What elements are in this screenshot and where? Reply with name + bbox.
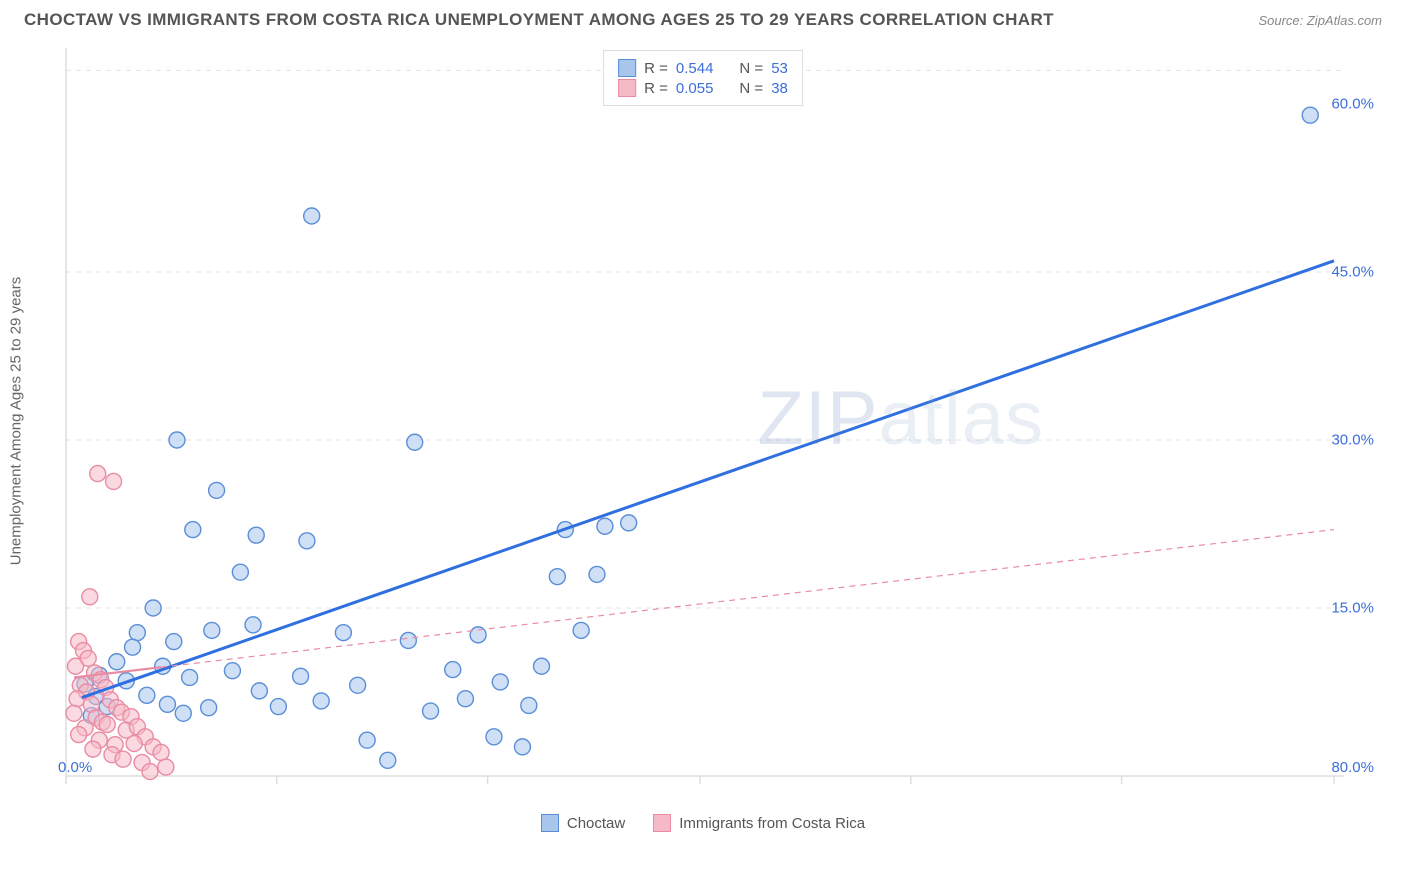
- source-attribution: Source: ZipAtlas.com: [1258, 13, 1382, 28]
- r-label: R =: [644, 80, 668, 97]
- r-value: 0.544: [676, 60, 714, 77]
- r-label: R =: [644, 60, 668, 77]
- x-axis-min-label: 0.0%: [58, 759, 92, 776]
- scatter-plot: [24, 36, 1354, 806]
- y-tick-label: 15.0%: [1331, 600, 1374, 617]
- correlation-stats-box: R = 0.544 N = 53 R = 0.055 N = 38: [603, 50, 803, 106]
- stats-row: R = 0.055 N = 38: [618, 79, 788, 97]
- stats-row: R = 0.544 N = 53: [618, 59, 788, 77]
- swatch-icon: [541, 814, 559, 832]
- r-value: 0.055: [676, 80, 714, 97]
- y-tick-label: 45.0%: [1331, 264, 1374, 281]
- legend-item: Immigrants from Costa Rica: [653, 814, 865, 832]
- n-label: N =: [739, 80, 763, 97]
- n-value: 38: [771, 80, 788, 97]
- legend-item: Choctaw: [541, 814, 625, 832]
- chart-container: Unemployment Among Ages 25 to 29 years Z…: [24, 36, 1382, 806]
- y-axis-label: Unemployment Among Ages 25 to 29 years: [8, 277, 25, 566]
- swatch-icon: [618, 79, 636, 97]
- n-value: 53: [771, 60, 788, 77]
- legend: Choctaw Immigrants from Costa Rica: [0, 814, 1406, 832]
- x-axis-max-label: 80.0%: [1331, 759, 1374, 776]
- y-tick-label: 60.0%: [1331, 96, 1374, 113]
- chart-title: CHOCTAW VS IMMIGRANTS FROM COSTA RICA UN…: [24, 10, 1054, 30]
- swatch-icon: [653, 814, 671, 832]
- legend-label: Immigrants from Costa Rica: [679, 815, 865, 832]
- n-label: N =: [739, 60, 763, 77]
- legend-label: Choctaw: [567, 815, 625, 832]
- y-tick-label: 30.0%: [1331, 432, 1374, 449]
- swatch-icon: [618, 59, 636, 77]
